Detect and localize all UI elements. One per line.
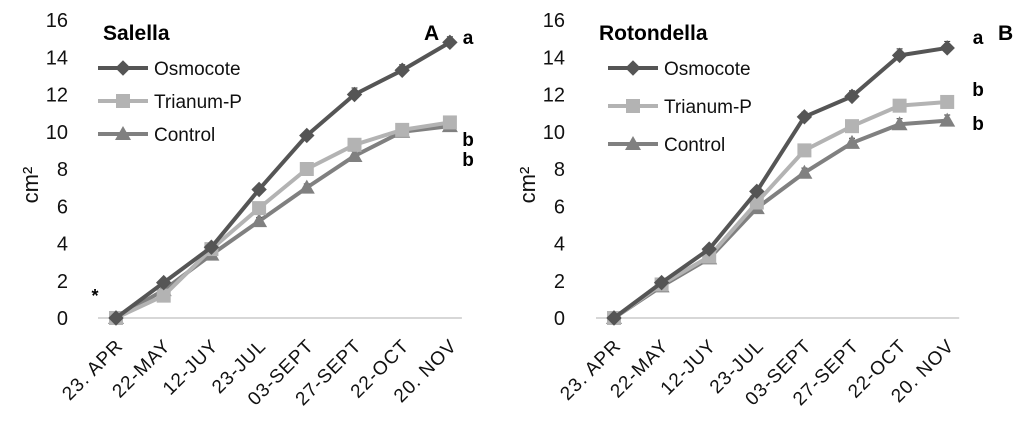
panel-a-legend-osmocote-marker bbox=[115, 60, 131, 76]
panel-a-y-tick-label: 14 bbox=[46, 47, 68, 69]
panel-b-series-osmocote-point bbox=[796, 109, 813, 125]
panel-b-significance-letter: b bbox=[972, 114, 984, 135]
panel-a-significance-letter: a bbox=[463, 28, 474, 49]
panel-a-series-osmocote-point bbox=[251, 181, 267, 198]
panel-a-series-control-point bbox=[298, 179, 315, 194]
panel-a-series-osmocote-point bbox=[442, 34, 458, 51]
panel-a-y-tick-label: 4 bbox=[57, 234, 68, 256]
panel-b-y-tick-label: 0 bbox=[554, 308, 565, 330]
panel-b-legend-trianum-p-label: Trianum-P bbox=[664, 97, 752, 118]
panel-a-series-trianum-p-point bbox=[156, 288, 171, 303]
panel-a-y-tick-label: 0 bbox=[57, 308, 68, 330]
panel-b-legend-osmocote-label: Osmocote bbox=[664, 59, 751, 80]
panel-b-series-trianum-p-point bbox=[845, 119, 859, 134]
panel-b-y-axis-label: cm² bbox=[515, 167, 540, 204]
panel-b-series-osmocote-point bbox=[891, 47, 908, 64]
panel-a-series-trianum-p-point bbox=[442, 115, 457, 130]
panel-b-legend-osmocote-marker bbox=[625, 60, 641, 76]
panel-a-y-tick-label: 12 bbox=[46, 85, 68, 107]
panel-b-series-osmocote-point bbox=[701, 241, 717, 257]
panel-a-series-osmocote-point bbox=[155, 274, 172, 291]
panel-a-series-osmocote-point bbox=[299, 127, 315, 144]
panel-b-legend-control-label: Control bbox=[664, 135, 725, 156]
panel-a-letter: A bbox=[424, 22, 439, 45]
panel-a-y-tick-label: 16 bbox=[46, 10, 68, 32]
panel-b-series-trianum-p-point bbox=[892, 98, 907, 113]
panel-a-series-trianum-p-point bbox=[299, 162, 314, 176]
panel-a-y-tick-label: 6 bbox=[57, 196, 68, 218]
panel-a-series-control-line bbox=[114, 124, 451, 320]
panel-a-significance-star: * bbox=[91, 286, 98, 306]
panel-a-series-control-point bbox=[346, 147, 363, 162]
panel-a-legend-trianum-p-marker bbox=[116, 94, 130, 108]
panel-a-series-osmocote-point bbox=[346, 86, 363, 103]
panel-b-y-tick-label: 8 bbox=[554, 159, 565, 181]
panel-a-significance-letter: b bbox=[462, 130, 474, 151]
panel-a-series-trianum-p-point bbox=[347, 137, 362, 152]
panel-a-title: Salella bbox=[103, 22, 170, 45]
panel-a-series-osmocote-line bbox=[114, 40, 451, 320]
panel-b-title: Rotondella bbox=[599, 22, 708, 45]
panel-a-series-osmocote-point bbox=[394, 62, 410, 78]
panel-b-series-osmocote-point bbox=[606, 310, 622, 326]
panel-b-series-osmocote-point bbox=[749, 183, 765, 200]
panel-a-y-tick-label: 2 bbox=[57, 271, 68, 293]
panel-b-series-trianum-p-line bbox=[612, 99, 948, 320]
panel-b-y-tick-label: 6 bbox=[554, 196, 565, 218]
panel-b-y-tick-label: 14 bbox=[543, 47, 565, 69]
panel-b-series-control-point bbox=[891, 116, 908, 131]
panel-b-y-tick-label: 4 bbox=[554, 234, 565, 256]
panel-b-y-tick-label: 2 bbox=[554, 271, 565, 293]
panel-b-series-trianum-p-point bbox=[940, 94, 955, 109]
panel-a-series-osmocote-point bbox=[203, 239, 220, 255]
panel-a-series-trianum-p-point bbox=[395, 122, 410, 137]
panel-a-significance-letter: b bbox=[462, 150, 474, 171]
panel-b-series-osmocote-line bbox=[612, 45, 948, 320]
panel-b-y-tick-label: 12 bbox=[543, 85, 565, 107]
panel-b-y-tick-label: 16 bbox=[543, 10, 565, 32]
panel-a-legend-control-label: Control bbox=[154, 125, 215, 146]
panel-a-series-trianum-p-line bbox=[115, 120, 451, 320]
panel-b-series-trianum-p-point bbox=[797, 143, 812, 158]
panel-a-series-trianum-p-point bbox=[252, 201, 267, 216]
panel-b-series-osmocote-point bbox=[653, 274, 670, 291]
panel-a-series-control-point bbox=[251, 213, 268, 228]
panel-a-series-osmocote-point bbox=[108, 310, 124, 326]
panel-b-y-tick-label: 10 bbox=[543, 122, 565, 144]
panel-a-y-tick-label: 8 bbox=[57, 159, 68, 181]
panel-b-letter: B bbox=[998, 22, 1013, 45]
panel-b-legend-trianum-p-marker bbox=[626, 99, 640, 113]
panel-b-legend-control-marker bbox=[625, 136, 641, 150]
panel-b-series-control-point bbox=[796, 164, 813, 179]
panel-b-series-trianum-p-point bbox=[749, 195, 764, 210]
panel-b-series-control-point bbox=[844, 134, 860, 149]
panel-a-legend-trianum-p-label: Trianum-P bbox=[154, 92, 242, 113]
panel-a-y-axis-label: cm² bbox=[18, 167, 43, 204]
panel-b-series-osmocote-point bbox=[844, 88, 860, 105]
panel-b-significance-letter: b bbox=[972, 80, 984, 101]
panel-a-legend-osmocote-label: Osmocote bbox=[154, 59, 241, 80]
panel-a-legend-control-marker bbox=[115, 126, 131, 140]
panel-b-significance-letter: a bbox=[973, 28, 984, 49]
panel-a-y-tick-label: 10 bbox=[46, 122, 68, 144]
panel-b-series-control-point bbox=[939, 112, 956, 127]
panel-b-series-osmocote-point bbox=[939, 40, 955, 56]
